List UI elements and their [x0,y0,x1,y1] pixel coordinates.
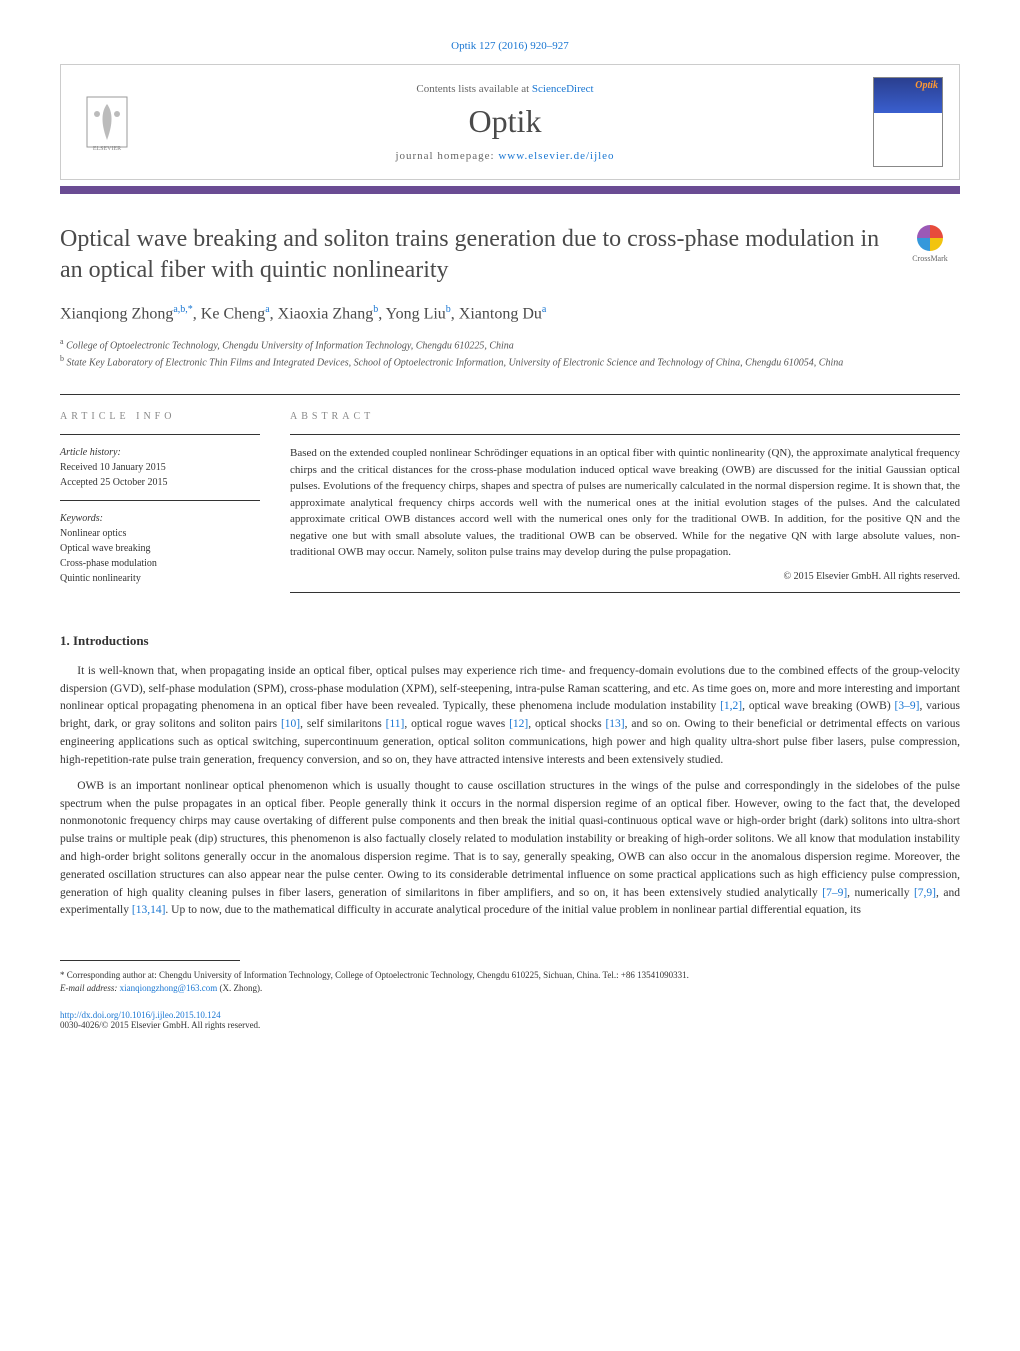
abstract-divider [290,434,960,435]
aff-b-text: State Key Laboratory of Electronic Thin … [64,357,843,368]
homepage-link[interactable]: www.elsevier.de/ijleo [498,150,614,162]
section-1-heading: 1. Introductions [60,633,960,649]
abstract-column: ABSTRACT Based on the extended coupled n… [290,411,960,603]
sciencedirect-link[interactable]: ScienceDirect [532,83,594,95]
author-1-sup: a,b,* [173,304,192,315]
p2-a: OWB is an important nonlinear optical ph… [60,780,960,899]
purple-divider-bar [60,186,960,194]
affiliations: a College of Optoelectronic Technology, … [60,336,960,371]
author-5-sup: a [542,304,546,315]
issn-copyright: 0030-4026/© 2015 Elsevier GmbH. All righ… [60,1020,960,1030]
ref-link-13-14[interactable]: [13,14] [132,904,166,916]
abstract-divider-bottom [290,592,960,593]
p2-b: , numerically [847,887,914,899]
article-info-column: ARTICLE INFO Article history: Received 1… [60,411,260,603]
doi-link[interactable]: http://dx.doi.org/10.1016/j.ijleo.2015.1… [60,1010,221,1020]
body-paragraph-2: OWB is an important nonlinear optical ph… [60,778,960,921]
ref-link-11[interactable]: [11] [386,718,405,730]
affiliation-a: a College of Optoelectronic Technology, … [60,336,960,353]
journal-name: Optik [137,103,873,140]
article-history: Article history: Received 10 January 201… [60,445,260,490]
authors-line: Xianqiong Zhonga,b,*, Ke Chenga, Xiaoxia… [60,304,960,323]
abstract-body: Based on the extended coupled nonlinear … [290,447,960,558]
author-1: Xianqiong Zhong [60,306,173,323]
contents-available-line: Contents lists available at ScienceDirec… [137,83,873,95]
p2-d: . Up to now, due to the mathematical dif… [165,904,861,916]
author-4: Yong Liu [386,306,446,323]
aff-a-text: College of Optoelectronic Technology, Ch… [64,340,514,351]
email-label: E-mail address: [60,983,120,993]
author-2: Ke Cheng [201,306,265,323]
elsevier-logo-icon: ELSEVIER [77,87,137,157]
p1-d: , self similaritons [300,718,386,730]
ref-link-13[interactable]: [13] [605,718,624,730]
received-date: Received 10 January 2015 [60,460,260,475]
email-suffix: (X. Zhong). [217,983,262,993]
homepage-prefix: journal homepage: [395,150,498,162]
keyword-3: Cross-phase modulation [60,556,260,571]
journal-cover-icon [873,77,943,167]
p1-f: , optical shocks [528,718,605,730]
p1-b: , optical wave breaking (OWB) [742,700,894,712]
abstract-text: Based on the extended coupled nonlinear … [290,445,960,561]
p1-e: , optical rogue waves [404,718,509,730]
author-3: Xiaoxia Zhang [278,306,374,323]
email-link[interactable]: xianqiongzhong@163.com [120,983,218,993]
crossmark-badge[interactable]: CrossMark [900,224,960,264]
info-divider-2 [60,500,260,501]
keyword-1: Nonlinear optics [60,526,260,541]
corresponding-author-footnote: * Corresponding author at: Chengdu Unive… [60,969,960,994]
history-label: Article history: [60,445,260,460]
ref-link-7-9a[interactable]: [7–9] [822,887,847,899]
ref-link-7-9b[interactable]: [7,9] [914,887,936,899]
body-paragraph-1: It is well-known that, when propagating … [60,663,960,770]
article-info-heading: ARTICLE INFO [60,411,260,422]
article-title: Optical wave breaking and soliton trains… [60,224,900,286]
crossmark-icon [917,225,943,251]
author-4-sup: b [446,304,451,315]
corr-author-text: * Corresponding author at: Chengdu Unive… [60,969,960,982]
ref-link-1-2[interactable]: [1,2] [720,700,742,712]
doi-block: http://dx.doi.org/10.1016/j.ijleo.2015.1… [60,1010,960,1030]
abstract-copyright: © 2015 Elsevier GmbH. All rights reserve… [290,571,960,582]
contents-prefix: Contents lists available at [416,83,531,95]
footnote-separator [60,960,240,961]
accepted-date: Accepted 25 October 2015 [60,475,260,490]
email-line: E-mail address: xianqiongzhong@163.com (… [60,982,960,995]
crossmark-label: CrossMark [912,254,948,263]
abstract-heading: ABSTRACT [290,411,960,422]
author-2-sup: a [265,304,269,315]
body-section: 1. Introductions It is well-known that, … [60,633,960,920]
keywords-label: Keywords: [60,511,260,526]
ref-link-3-9[interactable]: [3–9] [895,700,920,712]
author-3-sup: b [373,304,378,315]
affiliation-b: b State Key Laboratory of Electronic Thi… [60,353,960,370]
top-citation: Optik 127 (2016) 920–927 [60,40,960,52]
svg-text:ELSEVIER: ELSEVIER [93,146,121,152]
ref-link-12[interactable]: [12] [509,718,528,730]
info-divider [60,434,260,435]
journal-header: ELSEVIER Contents lists available at Sci… [60,64,960,180]
ref-link-10[interactable]: [10] [281,718,300,730]
keyword-2: Optical wave breaking [60,541,260,556]
journal-homepage-line: journal homepage: www.elsevier.de/ijleo [137,150,873,162]
keyword-4: Quintic nonlinearity [60,571,260,586]
author-5: Xiantong Du [459,306,542,323]
keywords-block: Keywords: Nonlinear optics Optical wave … [60,511,260,586]
